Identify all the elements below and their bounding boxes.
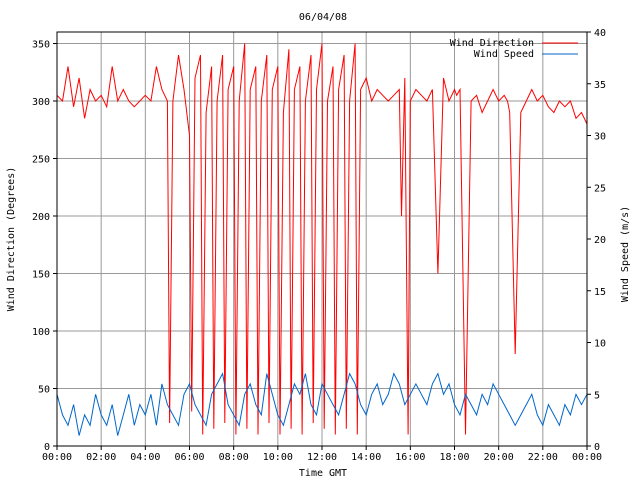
y-right-tick-label: 10 [594,339,606,350]
y-left-tick-label: 350 [32,40,50,51]
y-left-tick-label: 200 [32,212,50,223]
x-tick-label: 14:00 [351,452,381,463]
x-tick-label: 22:00 [528,452,558,463]
chart-title: 06/04/08 [299,12,347,23]
x-tick-label: 12:00 [307,452,337,463]
y-right-tick-label: 0 [594,442,600,453]
x-axis-label: Time GMT [299,468,347,479]
y-right-tick-label: 30 [594,132,606,143]
x-tick-label: 04:00 [130,452,160,463]
y-right-tick-label: 5 [594,390,600,401]
wind-speed-line [56,372,588,436]
y-left-tick-label: 100 [32,327,50,338]
y-axis-right-label: Wind Speed (m/s) [620,206,631,302]
y-axis-left-label: Wind Direction (Degrees) [6,167,17,312]
y-left-tick-label: 150 [32,270,50,281]
y-left-tick-label: 250 [32,155,50,166]
x-tick-label: 06:00 [174,452,204,463]
y-left-tick-label: 0 [44,442,50,453]
x-tick-label: 16:00 [395,452,425,463]
x-tick-label: 08:00 [219,452,249,463]
x-tick-label: 00:00 [572,452,602,463]
series-layer [56,43,588,436]
y-right-tick-label: 20 [594,235,606,246]
tick-labels: 00:00 02:00 04:00 06:00 08:00 10:00 12:00 14:00… [32,28,606,463]
y-right-tick-label: 15 [594,287,606,298]
x-tick-label: 02:00 [86,452,116,463]
y-right-tick-label: 35 [594,80,606,91]
wind-direction-line [56,43,588,435]
x-tick-label: 20:00 [484,452,514,463]
y-left-tick-label: 300 [32,97,50,108]
legend-wind-speed-label: Wind Speed [474,49,534,60]
y-right-tick-label: 25 [594,183,606,194]
x-tick-label: 10:00 [263,452,293,463]
legend-wind-direction-label: Wind Direction [450,38,534,49]
x-tick-label: 00:00 [42,452,72,463]
x-tick-label: 18:00 [439,452,469,463]
legend: Wind Direction Wind Speed [450,38,578,60]
y-left-tick-label: 50 [38,385,50,396]
y-right-tick-label: 40 [594,28,606,39]
